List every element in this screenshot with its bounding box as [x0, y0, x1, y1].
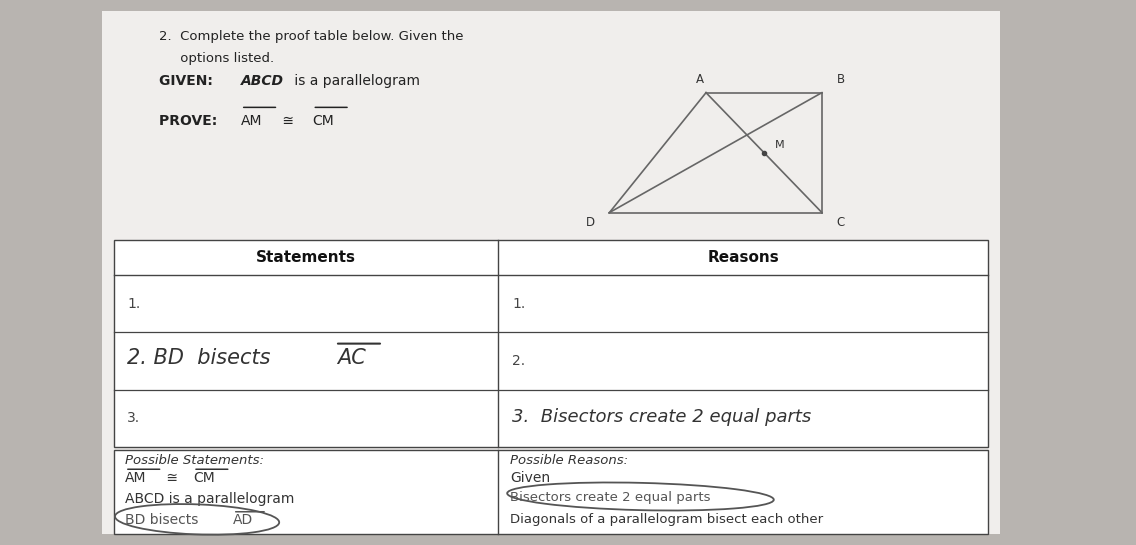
Text: AD: AD	[233, 513, 253, 528]
FancyBboxPatch shape	[102, 11, 1000, 534]
Text: 3.  Bisectors create 2 equal parts: 3. Bisectors create 2 equal parts	[512, 408, 811, 426]
Text: M: M	[776, 140, 785, 150]
Text: Bisectors create 2 equal parts: Bisectors create 2 equal parts	[510, 491, 710, 504]
Text: CM: CM	[193, 471, 215, 485]
Text: 2.: 2.	[512, 354, 525, 368]
Text: 1.: 1.	[512, 297, 525, 311]
Text: AC: AC	[337, 348, 366, 368]
Text: B: B	[837, 72, 845, 86]
Text: AM: AM	[241, 114, 262, 129]
Text: D: D	[585, 216, 595, 229]
Text: Reasons: Reasons	[708, 250, 779, 265]
Text: ABCD is a parallelogram: ABCD is a parallelogram	[125, 492, 294, 506]
Text: ABCD: ABCD	[241, 74, 284, 88]
FancyBboxPatch shape	[114, 240, 988, 447]
Text: 3.: 3.	[127, 411, 141, 425]
Text: Possible Reasons:: Possible Reasons:	[510, 454, 628, 467]
FancyBboxPatch shape	[114, 450, 988, 534]
Text: GIVEN:: GIVEN:	[159, 74, 223, 88]
Text: C: C	[837, 216, 845, 229]
Text: ≅: ≅	[278, 114, 299, 129]
Text: AM: AM	[125, 471, 147, 485]
Text: Given: Given	[510, 471, 550, 485]
Text: Possible Statements:: Possible Statements:	[125, 454, 264, 467]
Text: BD bisects: BD bisects	[125, 513, 202, 528]
Text: Diagonals of a parallelogram bisect each other: Diagonals of a parallelogram bisect each…	[510, 513, 822, 526]
Text: CM: CM	[312, 114, 334, 129]
Text: 2. BD  bisects: 2. BD bisects	[127, 348, 284, 368]
Text: Statements: Statements	[256, 250, 356, 265]
Text: 1.: 1.	[127, 297, 141, 311]
Text: ≅: ≅	[162, 471, 183, 485]
Text: 2.  Complete the proof table below. Given the: 2. Complete the proof table below. Given…	[159, 30, 463, 43]
Text: is a parallelogram: is a parallelogram	[290, 74, 419, 88]
Text: A: A	[696, 72, 704, 86]
Text: options listed.: options listed.	[159, 52, 274, 65]
Text: PROVE:: PROVE:	[159, 114, 227, 129]
